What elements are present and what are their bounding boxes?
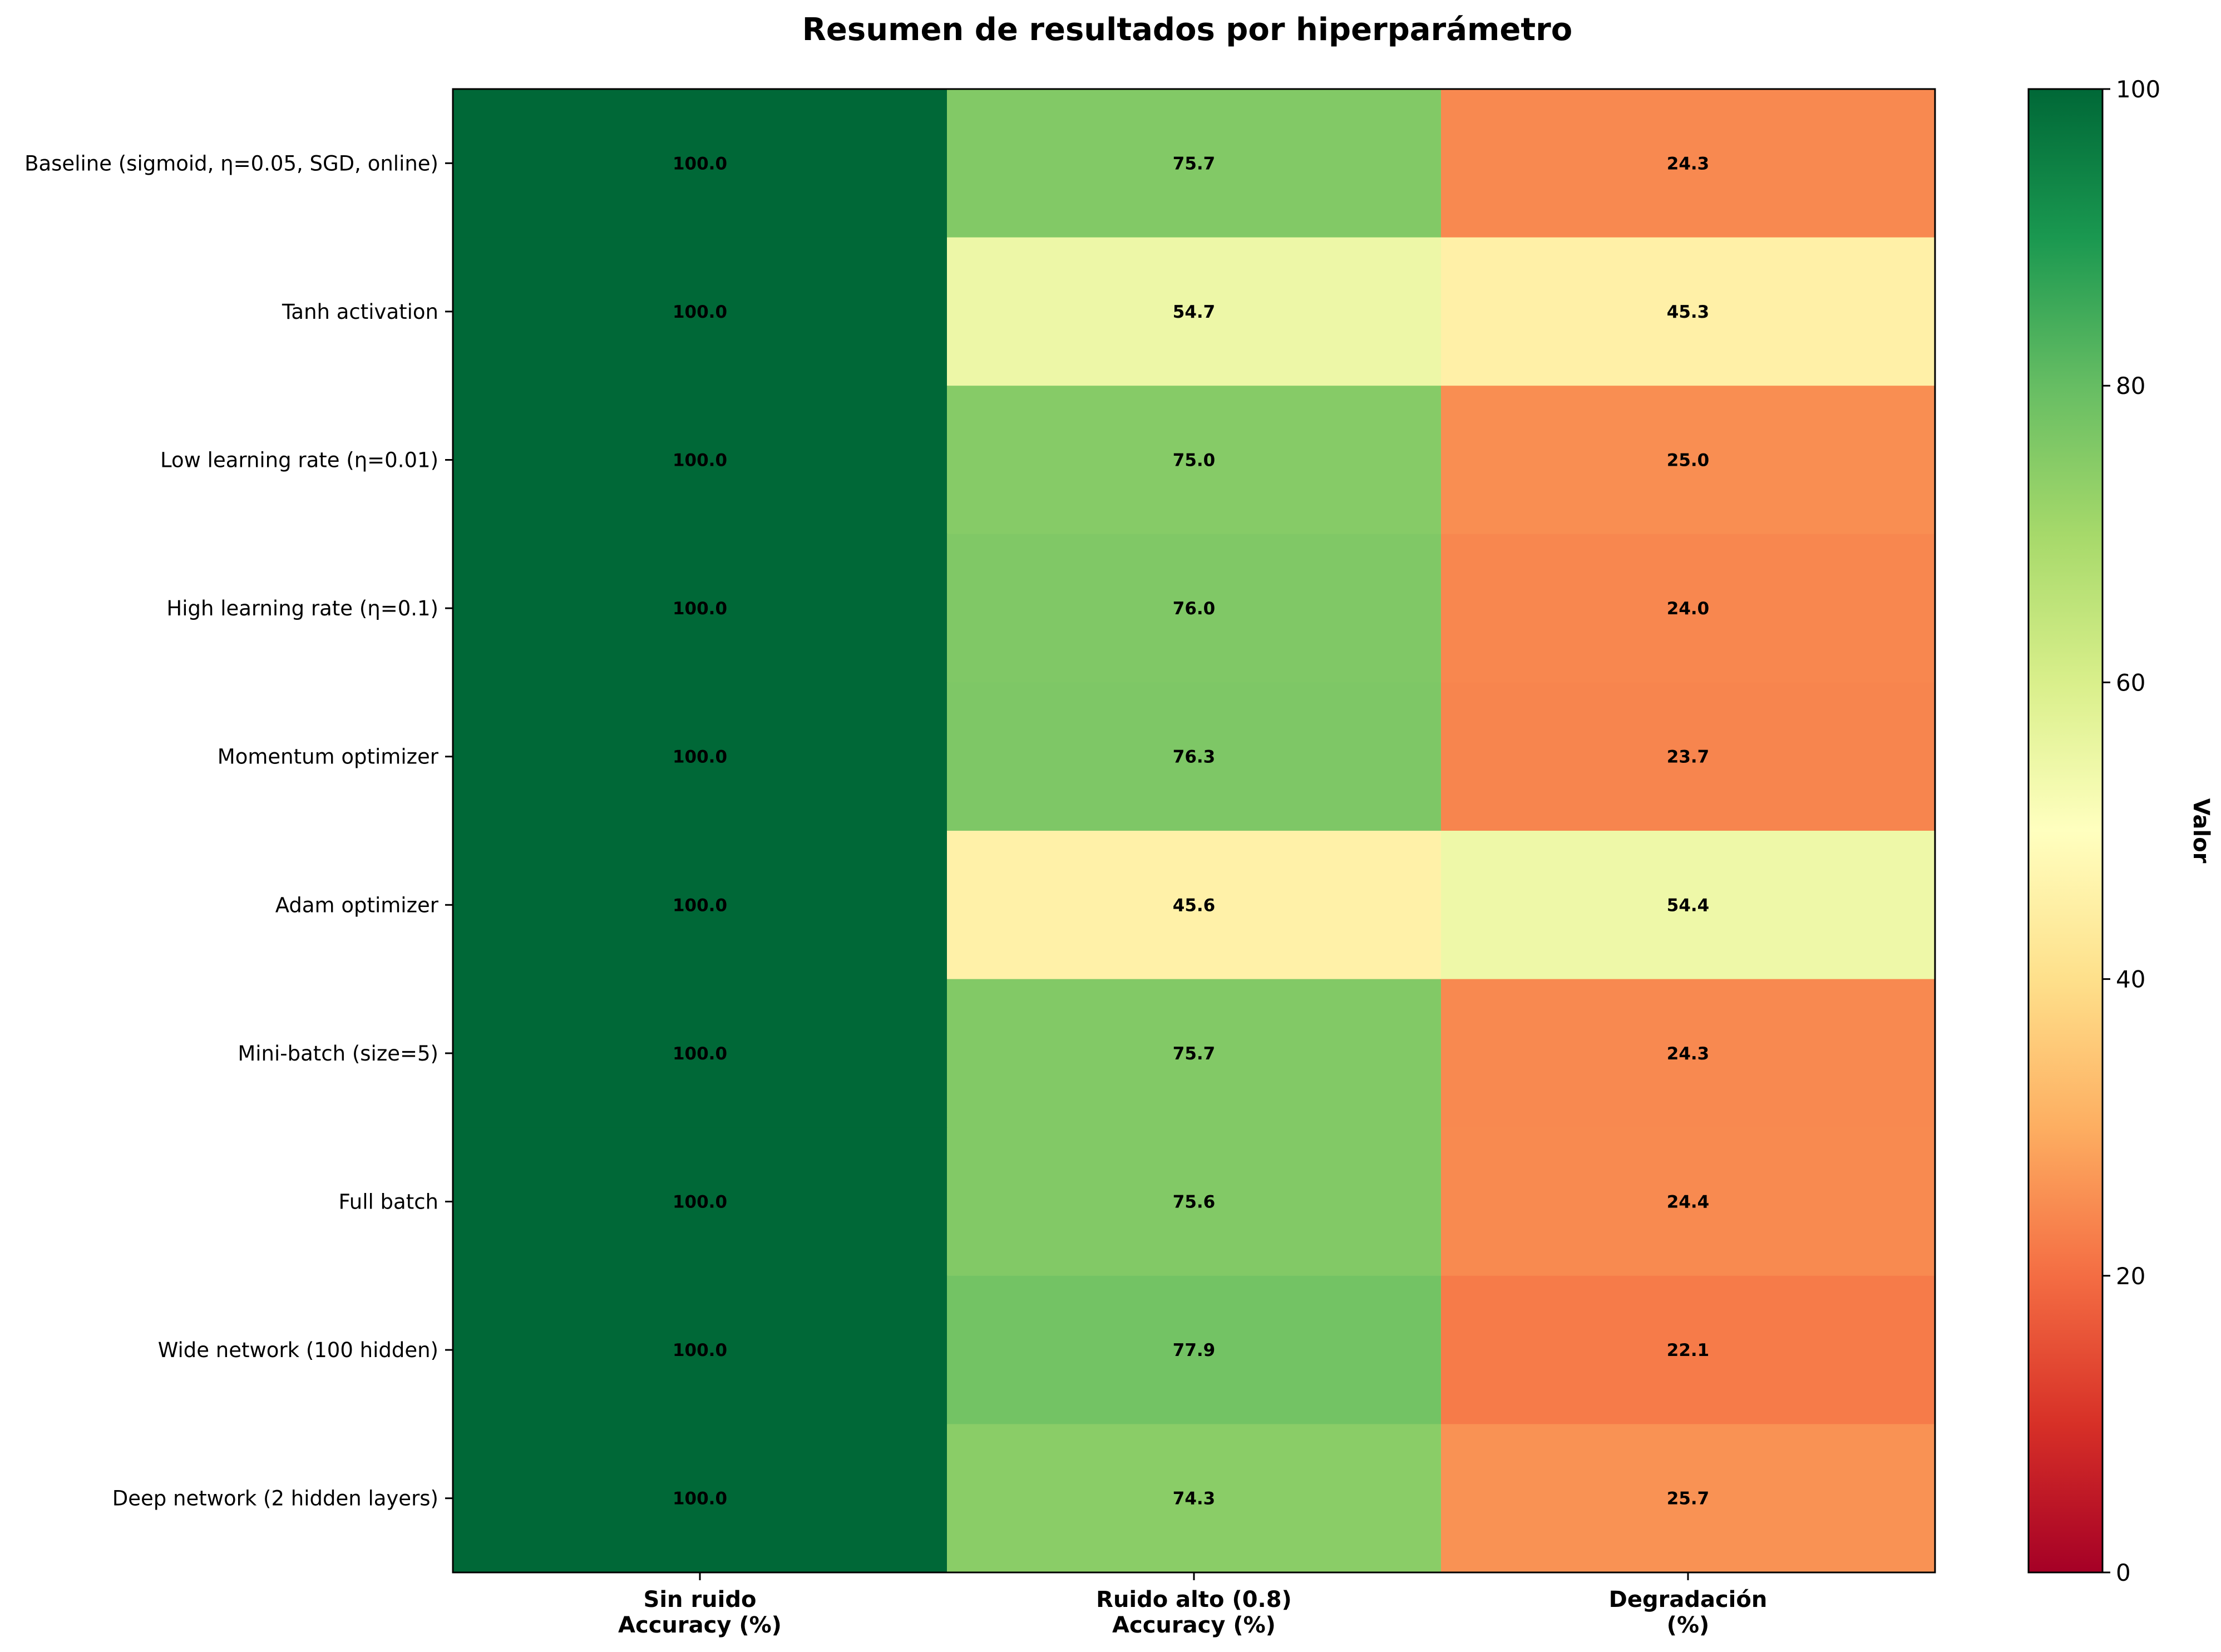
cell-value-label: 75.6 <box>1173 1192 1216 1212</box>
column-label: Sin ruido <box>644 1587 757 1612</box>
cell-value-label: 54.4 <box>1667 895 1710 915</box>
cell-value-label: 100.0 <box>673 1340 727 1360</box>
cell-value-label: 100.0 <box>673 599 727 619</box>
colorbar-tick-label: 0 <box>2116 1559 2131 1586</box>
cell-value-label: 45.3 <box>1667 302 1710 322</box>
cell-value-label: 100.0 <box>673 1044 727 1064</box>
heatmap-cell <box>453 89 947 238</box>
cell-value-label: 76.0 <box>1173 599 1216 619</box>
cell-value-label: 24.3 <box>1667 154 1710 174</box>
heatmap-cell <box>947 386 1442 535</box>
row-label: Baseline (sigmoid, η=0.05, SGD, online) <box>24 151 438 175</box>
heatmap-cell <box>453 1127 947 1276</box>
cell-value-label: 100.0 <box>673 154 727 174</box>
cell-value-label: 74.3 <box>1173 1489 1216 1509</box>
row-label: Deep network (2 hidden layers) <box>112 1487 438 1511</box>
heatmap-cell <box>947 1127 1442 1276</box>
heatmap-cell <box>1441 386 1936 535</box>
colorbar-tick-label: 40 <box>2116 966 2145 993</box>
heatmap-cell <box>453 534 947 683</box>
cell-value-label: 45.6 <box>1173 895 1216 915</box>
row-label: Full batch <box>339 1190 439 1214</box>
heatmap-cell <box>453 979 947 1128</box>
row-label: Mini-batch (size=5) <box>238 1042 438 1066</box>
colorbar-gradient <box>2028 89 2102 1572</box>
heatmap-cell <box>453 682 947 831</box>
heatmap-cell <box>453 386 947 535</box>
heatmap-cell <box>1441 1275 1936 1424</box>
column-label: Accuracy (%) <box>1112 1612 1276 1638</box>
cell-value-label: 23.7 <box>1667 747 1710 767</box>
heatmap-cell <box>947 89 1442 238</box>
heatmap-cell <box>947 534 1442 683</box>
row-label: Low learning rate (η=0.01) <box>160 448 438 472</box>
colorbar-label: Valor <box>2188 798 2214 864</box>
cell-value-label: 100.0 <box>673 302 727 322</box>
heatmap-cell <box>1441 682 1936 831</box>
heatmap-cell <box>1441 1127 1936 1276</box>
heatmap-cell <box>947 979 1442 1128</box>
row-label: High learning rate (η=0.1) <box>166 596 438 620</box>
column-label: (%) <box>1667 1612 1710 1638</box>
heatmap-cell <box>1441 1424 1936 1573</box>
cell-value-label: 24.4 <box>1667 1192 1710 1212</box>
heatmap-cell <box>1441 979 1936 1128</box>
colorbar-tick-label: 20 <box>2116 1263 2145 1290</box>
heatmap-cell <box>947 237 1442 386</box>
cell-value-label: 77.9 <box>1173 1340 1216 1360</box>
plot-frame <box>452 88 1936 1574</box>
chart-title: Resumen de resultados por hiperparámetro <box>802 12 1572 48</box>
heatmap-cell <box>947 1424 1442 1573</box>
heatmap-cell <box>1441 534 1936 683</box>
cell-value-label: 100.0 <box>673 451 727 471</box>
colorbar-tick-label: 60 <box>2116 669 2145 696</box>
colorbar-frame <box>2027 88 2104 1574</box>
heatmap-cell <box>1441 237 1936 386</box>
colorbar-tick-label: 80 <box>2116 372 2145 400</box>
cell-value-label: 24.0 <box>1667 599 1710 619</box>
cell-value-label: 75.7 <box>1173 1044 1216 1064</box>
cell-value-label: 100.0 <box>673 747 727 767</box>
column-label: Ruido alto (0.8) <box>1096 1587 1292 1612</box>
heatmap-cell <box>1441 831 1936 980</box>
heatmap-cell <box>1441 89 1936 238</box>
cell-value-label: 75.0 <box>1173 451 1216 471</box>
row-label: Adam optimizer <box>275 893 439 917</box>
cell-value-label: 100.0 <box>673 1192 727 1212</box>
cell-value-label: 76.3 <box>1173 747 1216 767</box>
cell-value-label: 25.7 <box>1667 1489 1710 1509</box>
row-label: Wide network (100 hidden) <box>158 1338 438 1362</box>
colorbar: 0 20 40 60 80 100 <box>2027 76 2160 1586</box>
cell-value-label: 75.7 <box>1173 154 1216 174</box>
column-label: Accuracy (%) <box>618 1612 782 1638</box>
heatmap-cell <box>453 237 947 386</box>
colorbar-tick-label: 100 <box>2116 76 2160 103</box>
cell-value-label: 25.0 <box>1667 451 1710 471</box>
heatmap-cell <box>453 1424 947 1573</box>
cell-value-labels: 100.0 75.7 24.3 100.0 54.7 45.3 100.0 75.0 25.0 1… <box>673 154 1709 1508</box>
cell-value-label: 100.0 <box>673 1489 727 1509</box>
column-label: Degradación <box>1609 1587 1768 1612</box>
heatmap-cell <box>947 682 1442 831</box>
cell-value-label: 54.7 <box>1173 302 1216 322</box>
heatmap-cells <box>453 89 1936 1573</box>
row-labels: Baseline (sigmoid, η=0.05, SGD, online) T… <box>24 151 453 1511</box>
cell-value-label: 22.1 <box>1667 1340 1710 1360</box>
row-label: Tanh activation <box>282 300 438 324</box>
row-label: Momentum optimizer <box>218 745 439 769</box>
cell-value-label: 24.3 <box>1667 1044 1710 1064</box>
heatmap-cell <box>453 1275 947 1424</box>
cell-value-label: 100.0 <box>673 895 727 915</box>
heatmap-cell <box>453 831 947 980</box>
heatmap-cell <box>947 1275 1442 1424</box>
heatmap-cell <box>947 831 1442 980</box>
